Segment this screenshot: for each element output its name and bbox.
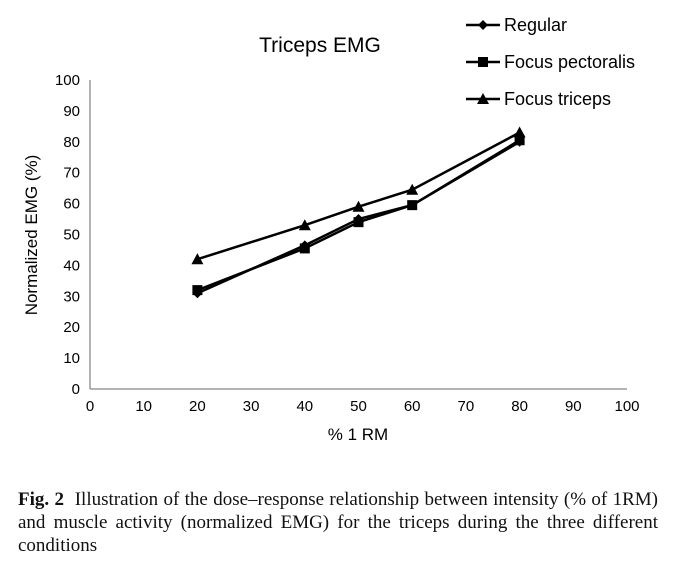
series-line-focus-triceps [197, 131, 521, 261]
x-tick-label: 0 [86, 398, 94, 415]
chart: Triceps EMG % 1 RM Normalized EMG (%) 0 1… [22, 15, 640, 444]
legend-marker-square-icon [478, 57, 488, 67]
x-tick-label: 40 [296, 398, 313, 415]
x-tick-label: 70 [458, 398, 475, 415]
y-tick-label: 100 [55, 72, 80, 89]
y-tick-label: 30 [63, 288, 80, 305]
y-tick-label: 20 [63, 319, 80, 336]
y-tick-label: 60 [63, 196, 80, 213]
x-tick-label: 80 [511, 398, 528, 415]
data-point-focus-pectoralis [407, 200, 418, 211]
legend-marker-triangle-icon [477, 93, 489, 104]
x-tick-label: 50 [350, 398, 367, 415]
caption-text: Illustration of the dose–response relati… [18, 489, 658, 556]
data-point-focus-triceps [298, 219, 311, 231]
x-axis-label: % 1 RM [328, 425, 388, 444]
data-point-focus-pectoralis [192, 285, 203, 296]
y-tick-label: 70 [63, 165, 80, 182]
data-point-focus-pectoralis [353, 217, 364, 228]
legend-item-regular: Regular [466, 15, 567, 35]
legend-label: Focus pectoralis [504, 52, 635, 72]
data-point-focus-pectoralis [514, 135, 525, 146]
legend-marker-diamond-icon [478, 20, 488, 30]
x-tick-label: 100 [614, 398, 639, 415]
series-focus-pectoralis [192, 135, 525, 296]
data-point-focus-triceps [406, 183, 419, 195]
figure-caption: Fig. 2 Illustration of the dose–response… [18, 488, 658, 557]
legend-label: Focus triceps [504, 89, 611, 109]
data-point-focus-triceps [513, 126, 526, 138]
y-tick-label: 50 [63, 227, 80, 244]
data-point-focus-triceps [191, 253, 204, 265]
x-tick-label: 90 [565, 398, 582, 415]
y-tick-label: 90 [63, 103, 80, 120]
legend-label: Regular [504, 15, 567, 35]
data-point-focus-pectoralis [299, 243, 310, 254]
y-tick-label: 80 [63, 134, 80, 151]
x-tick-label: 20 [189, 398, 206, 415]
data-point-focus-triceps [352, 200, 365, 212]
y-tick-label: 0 [72, 381, 80, 398]
caption-label: Fig. 2 [18, 489, 64, 510]
legend-item-focus-pectoralis: Focus pectoralis [466, 52, 635, 72]
x-tick-label: 30 [243, 398, 260, 415]
y-tick-label: 40 [63, 257, 80, 274]
y-tick-label: 10 [63, 350, 80, 367]
series-focus-triceps [191, 126, 526, 265]
legend-item-focus-triceps: Focus triceps [466, 89, 611, 109]
chart-title: Triceps EMG [259, 34, 381, 57]
y-axis-label: Normalized EMG (%) [22, 155, 41, 316]
x-tick-label: 60 [404, 398, 421, 415]
x-tick-label: 10 [135, 398, 152, 415]
